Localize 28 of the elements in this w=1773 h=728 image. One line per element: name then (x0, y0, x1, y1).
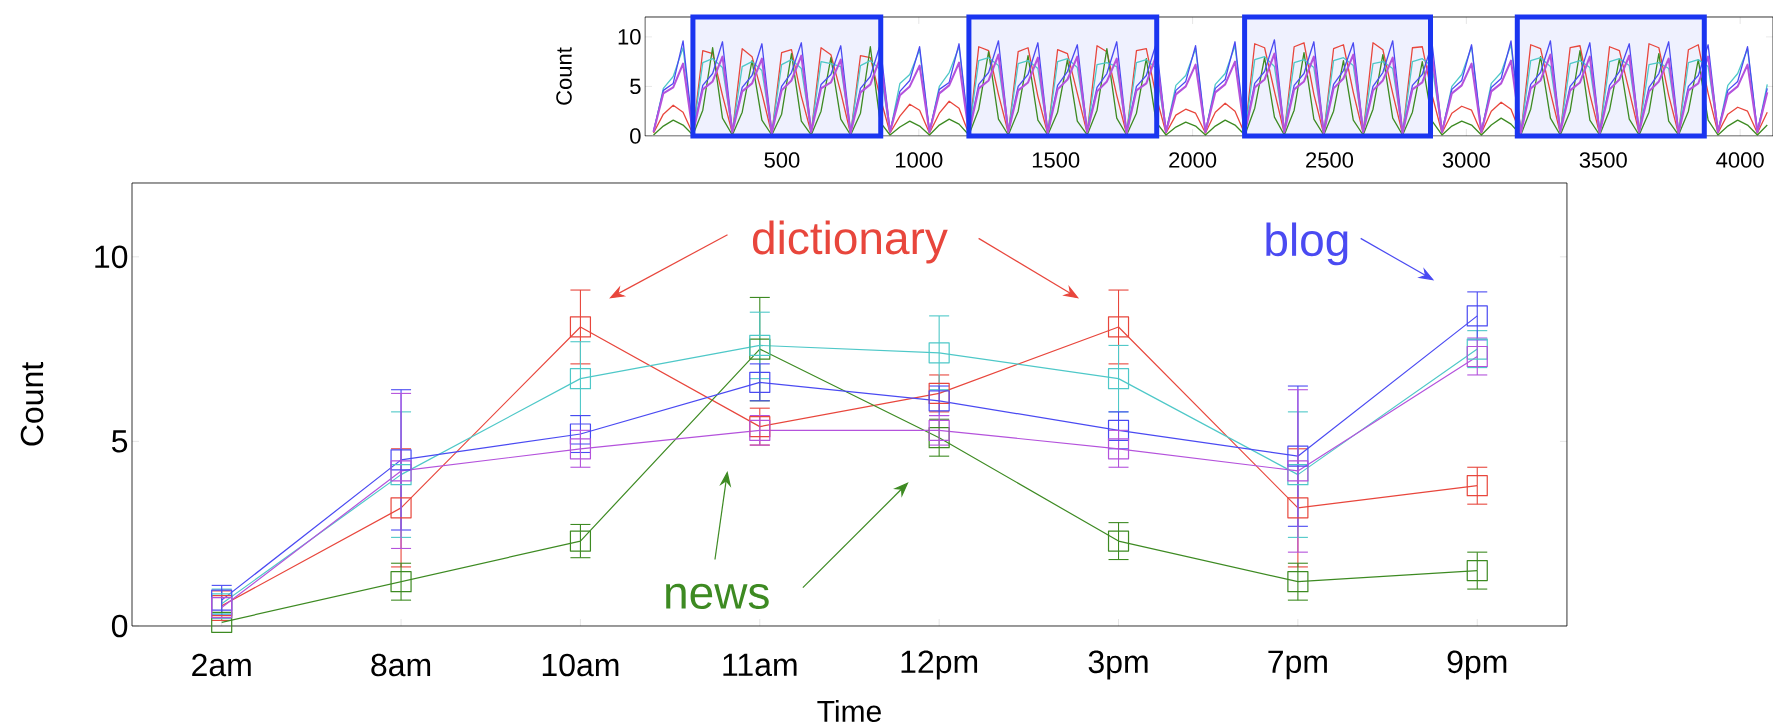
x-tick-label: 2am (192, 653, 251, 677)
x-tick-label: 11am (723, 653, 797, 677)
y-tick-label: 10 (95, 245, 128, 269)
y-tick-label: 0 (630, 128, 641, 144)
x-tick-label: 4000 (1716, 152, 1764, 168)
annotation: news (666, 583, 769, 610)
x-tick-label: 1000 (896, 152, 943, 168)
x-tick-label: 3500 (1579, 152, 1627, 168)
x-tick-label: 7pm (1268, 650, 1327, 680)
annotation: dictionary (752, 220, 948, 264)
x-tick-label: 3pm (1088, 650, 1148, 680)
x-tick-label: 3000 (1442, 152, 1490, 168)
x-tick-label: 2500 (1306, 152, 1354, 168)
y-tick-label: 5 (111, 430, 128, 453)
x-tick-label: 1500 (1032, 152, 1080, 168)
y-axis-title: Count (556, 47, 572, 105)
y-tick-label: 10 (618, 29, 641, 45)
x-tick-label: 12pm (901, 650, 978, 680)
x-tick-label: 500 (764, 152, 800, 168)
y-tick-label: 0 (111, 614, 128, 638)
x-tick-label: 9pm (1447, 650, 1507, 680)
x-axis-title: Time (817, 699, 881, 723)
x-tick-label: 8am (371, 653, 431, 677)
x-tick-label: 2000 (1169, 152, 1217, 168)
y-axis-title: Count (20, 362, 44, 446)
x-tick-label: 10am (542, 653, 619, 677)
y-tick-label: 5 (630, 78, 641, 95)
annotation: blog (1266, 222, 1348, 266)
